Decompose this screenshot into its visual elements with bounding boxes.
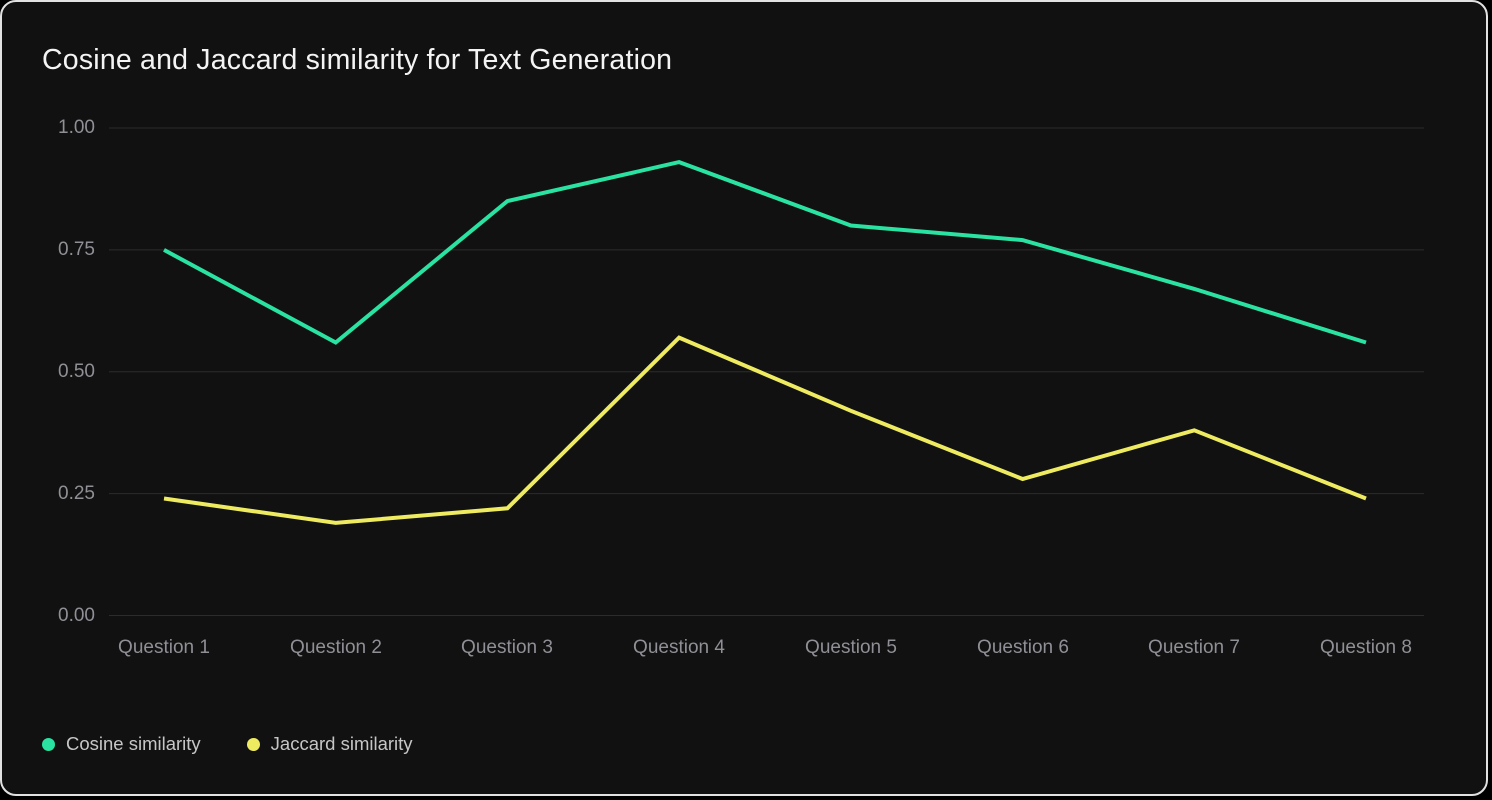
x-axis-tick: Question 7 [1148, 637, 1240, 658]
gridlines [109, 127, 1424, 616]
x-axis-tick: Question 6 [977, 637, 1069, 658]
y-axis-tick: 0.25 [58, 483, 95, 504]
legend-label: Cosine similarity [66, 733, 201, 754]
legend-item-cosine[interactable]: Cosine similarity [42, 733, 201, 755]
jaccard-legend-dot-icon [246, 737, 260, 751]
y-axis-tick: 0.50 [58, 361, 95, 382]
legend-item-jaccard[interactable]: Jaccard similarity [246, 733, 413, 755]
legend-label: Jaccard similarity [270, 733, 413, 754]
x-axis-tick: Question 4 [633, 637, 725, 658]
x-axis-tick: Question 2 [290, 637, 382, 658]
x-axis-tick: Question 1 [118, 637, 210, 658]
y-axis-tick: 1.00 [58, 117, 95, 138]
x-axis-tick: Question 5 [805, 637, 897, 658]
y-axis-tick: 0.75 [58, 239, 95, 260]
cosine-legend-dot-icon [42, 737, 55, 751]
x-axis-tick: Question 8 [1320, 637, 1412, 658]
series-lines [163, 160, 1367, 525]
series-line-jaccard-similarity[interactable] [163, 335, 1367, 525]
y-axis-tick: 0.00 [58, 605, 95, 626]
legend: Cosine similarity Jaccard similarity [42, 733, 413, 755]
chart-title: Cosine and Jaccard similarity for Text G… [42, 44, 673, 76]
x-axis-tick: Question 3 [461, 637, 553, 658]
series-line-cosine-similarity[interactable] [163, 160, 1367, 345]
